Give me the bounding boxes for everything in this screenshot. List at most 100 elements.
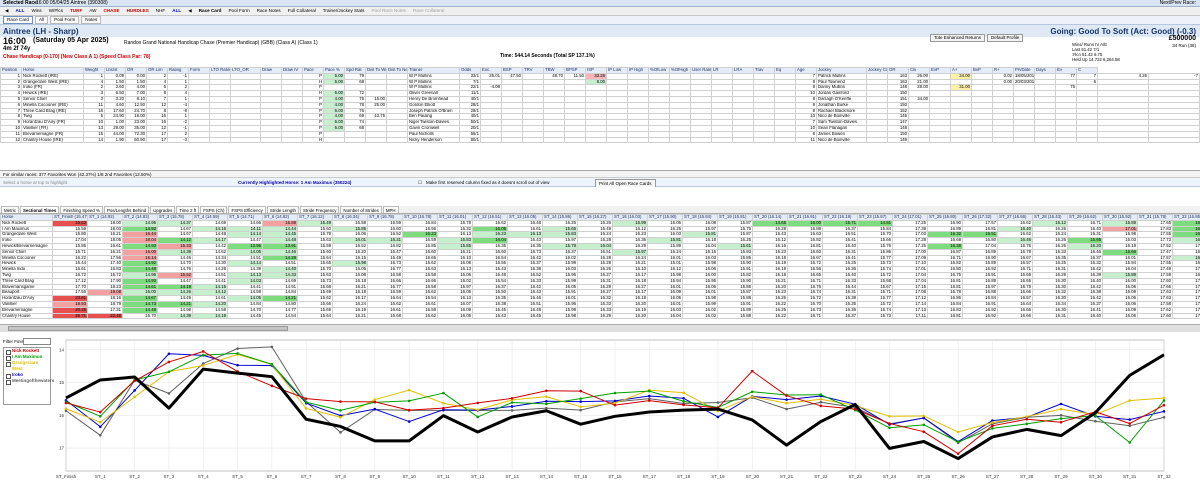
horizontal-scrollbar[interactable] xyxy=(0,324,1200,332)
legend-item[interactable]: Grangeclare West xyxy=(4,360,50,372)
toolbar-button[interactable]: Wins xyxy=(31,8,42,13)
toolbar-button[interactable]: Race Card xyxy=(198,8,222,13)
data-point xyxy=(236,363,239,367)
runner-row[interactable]: 7 Three Card Brag (IRE) 16 17.60 24.70 8 -8 P 6.… xyxy=(0,107,1200,115)
sectional-row[interactable]: Twig 16.72 16.72 14.96 15.52 14.51 14.13 14.33 1… xyxy=(0,271,1200,279)
sectional-row[interactable]: Grangeclare West 15.80 16.21 16.44 14.67 14.4… xyxy=(0,231,1200,239)
runner-row[interactable]: 12 Chantry House (IRE) 14 1.90 60.90 17 -3 H Nic… xyxy=(0,136,1200,144)
legend-item[interactable]: Iroko xyxy=(4,372,50,379)
sectional-row[interactable]: Nick Rockett 15.62 18.00 14.95 14.37 14.69 14.… xyxy=(0,219,1200,227)
highlighted-horse: Currently Highlighted Horse: 1 Am Maximu… xyxy=(238,180,352,185)
metric-tab[interactable]: Stride Frequency xyxy=(299,206,340,213)
data-point xyxy=(270,362,274,366)
metric-tab[interactable]: Sectional Times xyxy=(19,206,60,213)
sectional-cell: 16.45 xyxy=(507,312,543,320)
metric-tab[interactable]: Upgrades xyxy=(150,206,176,213)
toolbar-button[interactable]: ◀ xyxy=(5,8,9,13)
race-date: (Saturday 05 Apr 2025) xyxy=(33,37,109,44)
sectional-row[interactable]: Senior Chief 15.71 16.21 16.00 14.39 14.62 14.… xyxy=(0,248,1200,256)
sectional-row[interactable]: Beauport 17.56 19.08 15.00 14.26 14.12 14.59 14… xyxy=(0,289,1200,297)
tab-notes[interactable]: Notes xyxy=(81,16,102,24)
runner-row[interactable]: 11 Brevarnemagne (FR) 15 44.00 72.30 17 2 P Paul… xyxy=(0,130,1200,138)
column-header[interactable]: Dist To Next xyxy=(386,67,408,74)
runner-cell xyxy=(188,136,210,144)
toolbar-button[interactable]: W/Plcs xyxy=(48,8,63,13)
sectional-row[interactable]: Brevarnemagne 20.25 17.31 14.48 14.98 14.58 14… xyxy=(0,306,1200,314)
column-header[interactable]: Dist To Winner xyxy=(365,67,387,74)
sectional-row[interactable]: Minella Indo 16.61 16.83 14.48 14.76 14.28 14.… xyxy=(0,266,1200,273)
runner-row[interactable]: 10 Vanillier (FR) 13 29.00 35.00 12 -1 P 6.00 68 G… xyxy=(0,124,1200,132)
metric-tab[interactable]: Number of Strides xyxy=(340,206,382,213)
sectional-header[interactable]: ST_32 (16.85) xyxy=(1172,214,1200,221)
toolbar-button[interactable]: Pool Form xyxy=(228,8,250,13)
toolbar-button[interactable]: ALL xyxy=(172,8,182,13)
sectional-row[interactable]: Horantzau D'Airy 23.61 18.16 14.67 14.49 14.6… xyxy=(0,295,1200,302)
sectional-row[interactable]: Hewick 16.44 17.40 14.92 14.70 14.30 14.14 14.5… xyxy=(0,260,1200,268)
sectional-row[interactable]: Bravemansgame 17.70 18.23 14.61 14.19 14.15 14… xyxy=(0,283,1200,291)
filter-finishes-select[interactable] xyxy=(23,338,51,345)
column-header[interactable]: %OfHigh xyxy=(669,67,691,74)
data-point xyxy=(819,400,823,404)
toolbar-button[interactable]: Race Collateral xyxy=(412,8,445,13)
sectional-row[interactable]: I Am Maximus 15.59 18.03 14.92 14.67 14.16 14.… xyxy=(0,225,1200,233)
fixed-column-checkbox[interactable]: ☐ xyxy=(418,180,423,185)
toolbar-button[interactable]: Race Notes xyxy=(256,8,281,13)
toolbar-button[interactable]: Trainer/Jockey Stats xyxy=(322,8,365,13)
toolbar-button[interactable]: TURF xyxy=(70,8,83,13)
sectional-cell: 14.54 xyxy=(262,312,298,320)
sectional-row[interactable]: Chantry House 26.71 22.48 15.70 14.39 14.19 14… xyxy=(0,312,1200,320)
runner-row[interactable]: 4 Hewick (IRE) 3 6.50 7.00 8 4 H 6.00 72 Oliver Gr… xyxy=(0,90,1200,97)
toolbar-button[interactable]: NHF xyxy=(155,8,166,13)
toolbar-button[interactable]: Pool Race Notes xyxy=(371,8,406,13)
scroll-thumb[interactable] xyxy=(8,326,288,331)
x-tick-label: ST_4 xyxy=(198,474,209,479)
profile-select[interactable]: Default Profile xyxy=(987,34,1024,42)
runner-row[interactable]: 9 Horantzau D'Airy (FR) 10 1.00 23.00 16 -2 P 6.… xyxy=(0,119,1200,126)
metric-tab[interactable]: Metric xyxy=(1,206,19,213)
toolbar-button[interactable]: CHASE xyxy=(103,8,120,13)
runner-cell xyxy=(564,136,586,144)
sectional-header[interactable]: ST_Finish (15.47) xyxy=(52,214,88,221)
metric-tab[interactable]: Finishing Speed % xyxy=(60,206,103,213)
metric-tab[interactable]: FSPS Efficiency xyxy=(228,206,266,213)
sectional-row[interactable]: Hewick/Brevarnemagne 15.86 16.61 14.93 15.33… xyxy=(0,243,1200,250)
sectional-row[interactable]: Minella Cocooner 16.22 17.56 16.14 14.46 14.3… xyxy=(0,254,1200,262)
data-point xyxy=(579,389,582,393)
legend-item[interactable]: I Am Maximus xyxy=(4,354,50,361)
toolbar-button[interactable]: ALL xyxy=(15,8,25,13)
sectional-row[interactable]: Iroko 17.04 18.05 18.04 14.12 14.17 14.47 14.48… xyxy=(0,237,1200,244)
data-point xyxy=(682,396,685,400)
metric-tab[interactable]: Pos/Lengths Behind xyxy=(103,206,150,213)
data-point xyxy=(716,401,720,404)
sectional-row[interactable]: Vanillier 18.93 18.79 14.73 14.21 14.20 14.84 1… xyxy=(0,300,1200,308)
data-point xyxy=(991,419,994,422)
runner-cell: -3 xyxy=(167,136,189,144)
sectional-row[interactable]: Three Card Brag 17.12 17.90 14.93 14.47 14.41… xyxy=(0,277,1200,285)
race-distance: 4m 2f 74y xyxy=(3,46,31,52)
column-header[interactable]: Jockey Claim xyxy=(866,67,888,74)
x-tick-label: ST_13 xyxy=(505,474,519,479)
runner-row[interactable]: 5 Senior Chief 3 3.20 8.10 7 1 P 4.00 76 15.00 Henr… xyxy=(0,96,1200,103)
toolbar-button[interactable]: HURDLES xyxy=(126,8,149,13)
tote-enhanced-button[interactable]: Tote Enhanced Returns xyxy=(930,34,986,42)
tab-all[interactable]: All xyxy=(34,16,49,24)
metric-tab[interactable]: FSPS (Ch) xyxy=(200,206,228,213)
column-header[interactable]: User Rating xyxy=(690,67,712,74)
runner-cell xyxy=(908,136,930,144)
runner-cell: 11 xyxy=(795,136,817,144)
toolbar-button[interactable]: AW xyxy=(89,8,97,13)
sectional-cell: 17.35 xyxy=(1172,312,1200,320)
next-prev-race-label[interactable]: Next/Prev Race: xyxy=(1159,0,1196,6)
legend-item[interactable]: Meetingofthewaters xyxy=(4,378,54,385)
metric-tab[interactable]: Time 2 ft xyxy=(176,206,200,213)
legend-item[interactable]: Nick Rockett xyxy=(4,348,50,355)
tab-pool-form[interactable]: Pool Form xyxy=(50,16,80,24)
column-header[interactable]: LTO Rating xyxy=(209,67,231,74)
toolbar-button[interactable]: ◀ xyxy=(188,8,192,13)
toolbar-button[interactable]: Full Collateral xyxy=(287,8,316,13)
data-point xyxy=(922,423,926,427)
metric-tab[interactable]: Stride Length xyxy=(266,206,299,213)
metric-tab[interactable]: MPH xyxy=(382,206,399,213)
y-tick-label: 14 xyxy=(59,347,65,352)
tab-race-card[interactable]: Race Card xyxy=(3,16,33,24)
